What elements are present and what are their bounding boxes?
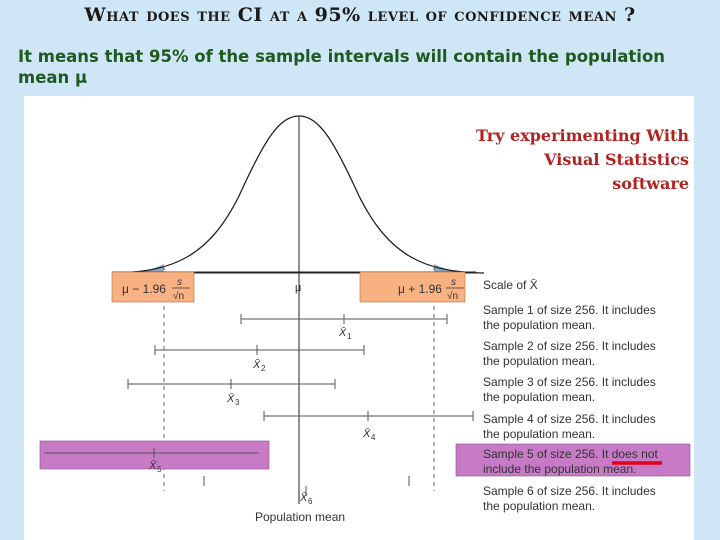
upper-bound-root-n: √n (447, 290, 458, 302)
upper-bound-sigma: s (451, 277, 456, 288)
lower-bound-sigma: s (177, 277, 182, 288)
slide-title: What does the CI at a 95% level of confi… (84, 4, 636, 26)
scale-of-xbar-label: Scale of X̄ (483, 278, 538, 292)
lower-bound-root-n: √n (173, 290, 184, 302)
sample-6-sub: 6 (308, 497, 313, 506)
sample-2-line2: the population mean. (483, 354, 595, 368)
sample-1-line1: Sample 1 of size 256. It includes (483, 303, 656, 317)
sample-4-xbar: X̄ (362, 427, 371, 440)
sample-5-line2: include the population mean. (483, 462, 636, 476)
sample-3-line2: the population mean. (483, 390, 595, 404)
callout-line-2: Visual Statistics software (544, 150, 689, 193)
right-tail-area (434, 264, 466, 272)
sample-1-sub: 1 (347, 332, 352, 341)
upper-bound-box (359, 271, 466, 303)
software-callout: Try experimenting With Visual Statistics… (464, 124, 689, 196)
sample-2-sub: 2 (261, 364, 266, 373)
sample-2-line1: Sample 2 of size 256. It includes (483, 339, 656, 353)
sample-4-line2: the population mean. (483, 427, 595, 441)
sample-6-xbar: X̄ (299, 491, 308, 504)
sample-5-line1: Sample 5 of size 256. It does not (483, 447, 658, 461)
upper-bound-label: μ + 1.96 (398, 282, 442, 296)
left-tail-area (132, 264, 164, 272)
population-mean-label: Population mean (255, 510, 345, 524)
sample-6-line1: Sample 6 of size 256. It includes (483, 484, 656, 498)
mu-label: μ (295, 282, 301, 294)
sample-6-line2: the population mean. (483, 499, 595, 513)
figure-panel: μ − 1.96 s √n μ + 1.96 s √n μ Scale of X… (24, 96, 694, 540)
sample-5-xbar: X̄ (148, 459, 157, 472)
sample-2-xbar: X̄ (252, 358, 261, 371)
sample-4-line1: Sample 4 of size 256. It includes (483, 412, 656, 426)
confidence-interval-figure: μ − 1.96 s √n μ + 1.96 s √n μ Scale of X… (39, 115, 691, 524)
lower-bound-label: μ − 1.96 (122, 282, 166, 296)
sample-3-xbar: X̄ (226, 392, 235, 405)
sample-1-line2: the population mean. (483, 318, 595, 332)
sample-5-text-highlight (455, 443, 691, 477)
sample-5-sub: 5 (157, 465, 162, 474)
callout-line-1: Try experimenting With (475, 126, 689, 145)
sample-3-line1: Sample 3 of size 256. It includes (483, 375, 656, 389)
slide-subtitle: It means that 95% of the sample interval… (18, 47, 666, 87)
lower-bound-box (111, 271, 195, 303)
sample-3-sub: 3 (235, 398, 240, 407)
sample-1-xbar: X̄ (338, 326, 347, 339)
sample-4-sub: 4 (371, 433, 376, 442)
